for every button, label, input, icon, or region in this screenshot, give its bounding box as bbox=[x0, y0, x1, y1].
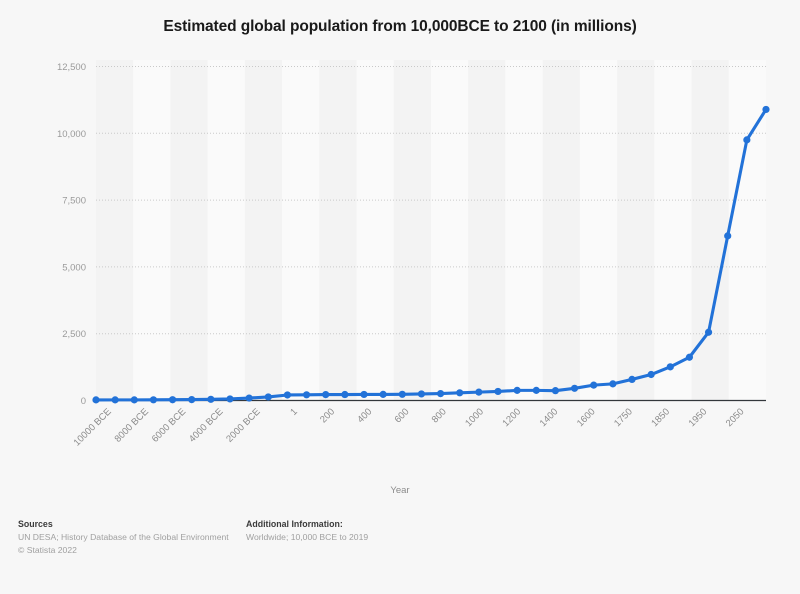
chart-footer: Sources UN DESA; History Database of the… bbox=[18, 518, 788, 556]
svg-text:1400: 1400 bbox=[538, 406, 561, 429]
svg-text:0: 0 bbox=[81, 396, 86, 407]
footer-additional-heading: Additional Information: bbox=[246, 519, 343, 529]
svg-text:800: 800 bbox=[430, 406, 449, 425]
footer-additional-text: Worldwide; 10,000 BCE to 2019 bbox=[246, 532, 369, 543]
x-axis-title: Year bbox=[390, 485, 410, 496]
svg-text:10,000: 10,000 bbox=[57, 129, 86, 140]
footer-additional-column: Additional Information: Worldwide; 10,00… bbox=[246, 518, 576, 556]
svg-text:600: 600 bbox=[393, 406, 412, 425]
footer-sources-heading: Sources bbox=[18, 519, 53, 529]
svg-text:1950: 1950 bbox=[687, 406, 710, 429]
svg-text:1000: 1000 bbox=[463, 406, 486, 429]
footer-sources-text: UN DESA; History Database of the Global … bbox=[18, 532, 229, 555]
svg-text:2000 BCE: 2000 BCE bbox=[224, 406, 262, 444]
svg-text:2050: 2050 bbox=[724, 406, 747, 429]
svg-text:7,500: 7,500 bbox=[62, 196, 86, 207]
svg-text:1600: 1600 bbox=[575, 406, 598, 429]
svg-text:1850: 1850 bbox=[649, 406, 672, 429]
y-axis-tick-labels: 0 2,500 5,000 7,500 10,000 12,500 bbox=[57, 62, 86, 407]
svg-text:8000 BCE: 8000 BCE bbox=[113, 406, 151, 444]
svg-text:10000 BCE: 10000 BCE bbox=[72, 406, 114, 448]
y-gridlines bbox=[96, 66, 766, 335]
svg-text:6000 BCE: 6000 BCE bbox=[150, 406, 188, 444]
svg-text:4000 BCE: 4000 BCE bbox=[187, 406, 225, 444]
svg-text:2,500: 2,500 bbox=[62, 329, 86, 340]
footer-sources-column: Sources UN DESA; History Database of the… bbox=[18, 518, 246, 556]
background-bands bbox=[96, 60, 766, 400]
svg-text:1750: 1750 bbox=[612, 406, 635, 429]
data-point-markers bbox=[92, 105, 770, 404]
svg-text:400: 400 bbox=[355, 406, 374, 425]
svg-text:12,500: 12,500 bbox=[57, 62, 86, 73]
svg-text:1: 1 bbox=[288, 406, 300, 418]
chart-title: Estimated global population from 10,000B… bbox=[163, 18, 637, 35]
svg-text:1200: 1200 bbox=[500, 406, 523, 429]
svg-text:200: 200 bbox=[318, 406, 337, 425]
svg-text:5,000: 5,000 bbox=[62, 262, 86, 273]
